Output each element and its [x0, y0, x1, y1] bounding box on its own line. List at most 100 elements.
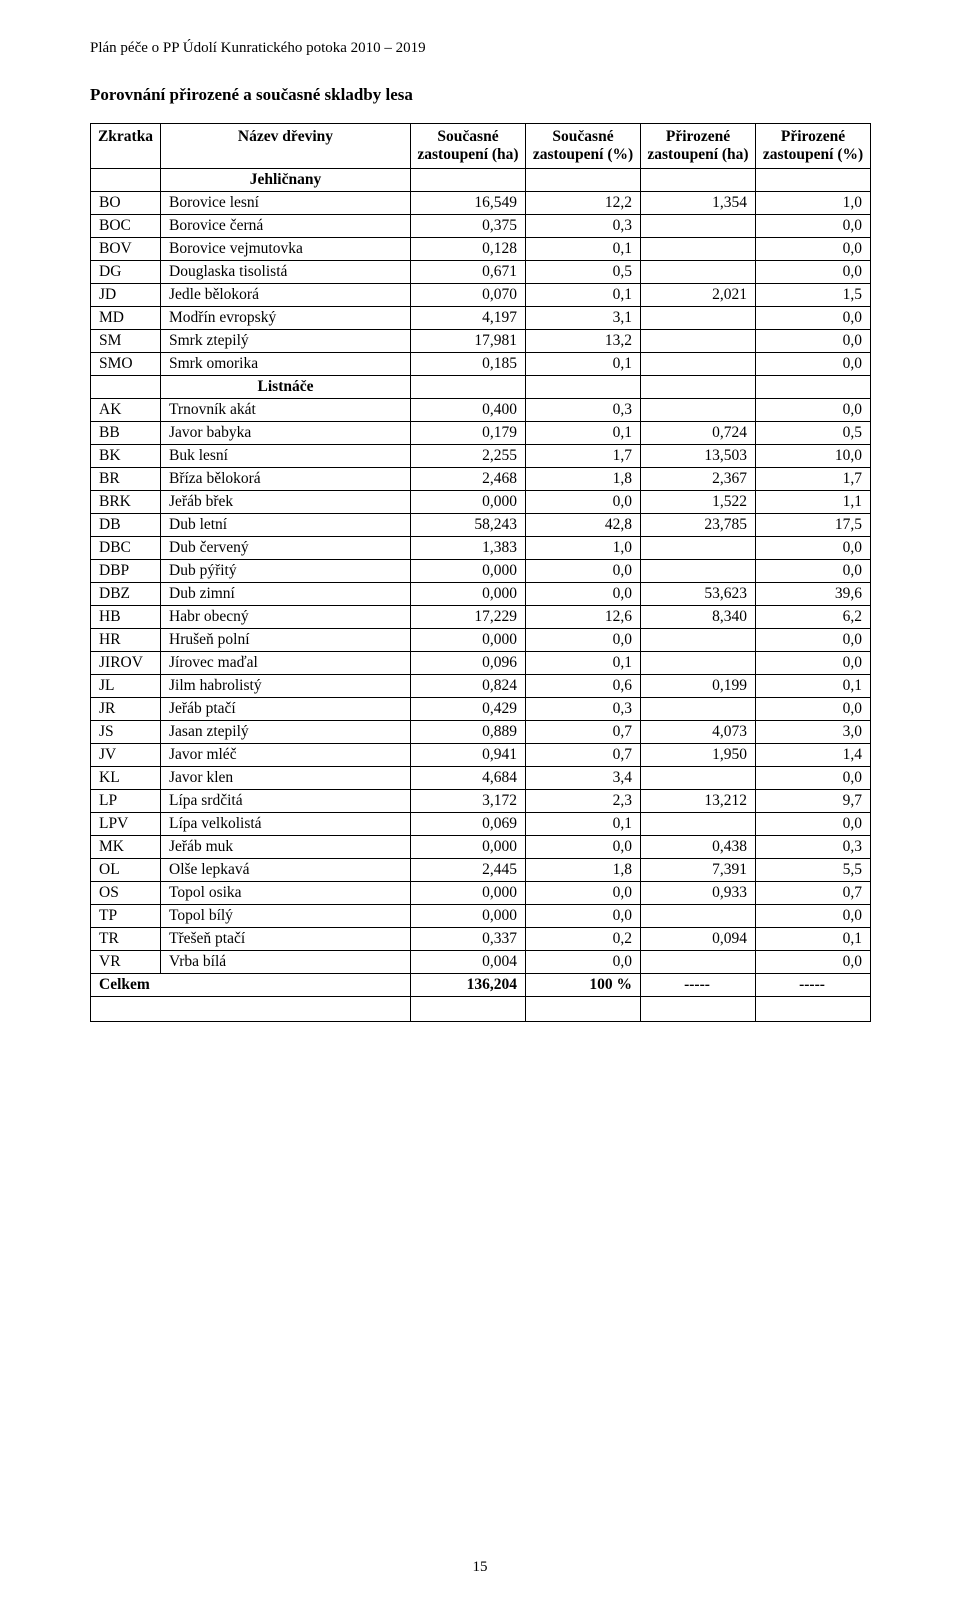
cell-natural-pct: 0,0 — [756, 951, 871, 974]
table-row — [91, 997, 871, 1022]
cell-blank — [756, 169, 871, 192]
cell-current-pct: 0,0 — [526, 491, 641, 514]
cell-blank — [91, 997, 411, 1022]
cell-current-ha: 0,000 — [411, 491, 526, 514]
table-row: MDModřín evropský4,1973,10,0 — [91, 307, 871, 330]
cell-blank — [641, 169, 756, 192]
cell-natural-ha: 1,950 — [641, 744, 756, 767]
cell-natural-pct: 1,1 — [756, 491, 871, 514]
cell-current-pct: 0,3 — [526, 215, 641, 238]
cell-blank — [91, 169, 161, 192]
cell-natural-ha: 0,094 — [641, 928, 756, 951]
table-section-row: Listnáče — [91, 376, 871, 399]
cell-name: Jilm habrolistý — [161, 675, 411, 698]
cell-natural-ha — [641, 629, 756, 652]
cell-current-pct: 0,6 — [526, 675, 641, 698]
cell-code: SM — [91, 330, 161, 353]
cell-natural-pct: 0,0 — [756, 767, 871, 790]
cell-natural-pct: 0,5 — [756, 422, 871, 445]
table-row: MKJeřáb muk0,0000,00,4380,3 — [91, 836, 871, 859]
table-row: LPLípa srdčitá3,1722,313,2129,7 — [91, 790, 871, 813]
cell-code: BK — [91, 445, 161, 468]
cell-name: Jeřáb břek — [161, 491, 411, 514]
cell-blank — [756, 376, 871, 399]
cell-code: MK — [91, 836, 161, 859]
cell-current-ha: 0,941 — [411, 744, 526, 767]
cell-natural-ha — [641, 330, 756, 353]
cell-current-pct: 0,0 — [526, 583, 641, 606]
cell-current-ha: 3,172 — [411, 790, 526, 813]
cell-natural-pct: 17,5 — [756, 514, 871, 537]
cell-name: Hrušeň polní — [161, 629, 411, 652]
cell-blank — [526, 376, 641, 399]
total-natural-ha: ----- — [641, 974, 756, 997]
cell-current-pct: 1,8 — [526, 468, 641, 491]
cell-name: Dub letní — [161, 514, 411, 537]
table-body: JehličnanyBOBorovice lesní16,54912,21,35… — [91, 169, 871, 1022]
table-row: DBZDub zimní0,0000,053,62339,6 — [91, 583, 871, 606]
cell-name: Dub pýřitý — [161, 560, 411, 583]
table-row: JIROVJírovec maďal0,0960,10,0 — [91, 652, 871, 675]
cell-natural-ha — [641, 537, 756, 560]
cell-code: OL — [91, 859, 161, 882]
cell-code: KL — [91, 767, 161, 790]
cell-natural-ha — [641, 215, 756, 238]
cell-natural-pct: 0,0 — [756, 261, 871, 284]
cell-code: JIROV — [91, 652, 161, 675]
cell-current-pct: 0,3 — [526, 698, 641, 721]
cell-natural-ha — [641, 905, 756, 928]
cell-current-ha: 0,000 — [411, 882, 526, 905]
cell-current-ha: 4,197 — [411, 307, 526, 330]
cell-current-ha: 17,981 — [411, 330, 526, 353]
cell-current-ha: 2,445 — [411, 859, 526, 882]
cell-current-pct: 0,0 — [526, 629, 641, 652]
total-label-cell: Celkem — [91, 974, 411, 997]
cell-natural-pct: 39,6 — [756, 583, 871, 606]
cell-code: BB — [91, 422, 161, 445]
cell-natural-pct: 6,2 — [756, 606, 871, 629]
cell-code: BO — [91, 192, 161, 215]
cell-code: HB — [91, 606, 161, 629]
cell-code: BOC — [91, 215, 161, 238]
cell-current-pct: 0,0 — [526, 905, 641, 928]
cell-natural-ha: 4,073 — [641, 721, 756, 744]
cell-name: Olše lepkavá — [161, 859, 411, 882]
table-row: DBPDub pýřitý0,0000,00,0 — [91, 560, 871, 583]
cell-current-pct: 0,0 — [526, 836, 641, 859]
cell-name: Vrba bílá — [161, 951, 411, 974]
cell-code: JD — [91, 284, 161, 307]
cell-current-pct: 0,5 — [526, 261, 641, 284]
cell-name: Jasan ztepilý — [161, 721, 411, 744]
total-current-pct: 100 % — [526, 974, 641, 997]
cell-natural-ha — [641, 307, 756, 330]
cell-natural-pct: 0,0 — [756, 399, 871, 422]
cell-natural-pct: 0,1 — [756, 675, 871, 698]
cell-current-ha: 0,000 — [411, 583, 526, 606]
table-row: JVJavor mléč0,9410,71,9501,4 — [91, 744, 871, 767]
cell-natural-pct: 5,5 — [756, 859, 871, 882]
section-label-cell: Listnáče — [161, 376, 411, 399]
cell-natural-ha: 7,391 — [641, 859, 756, 882]
cell-current-ha: 0,429 — [411, 698, 526, 721]
cell-code: DB — [91, 514, 161, 537]
cell-current-pct: 42,8 — [526, 514, 641, 537]
cell-natural-pct: 0,0 — [756, 307, 871, 330]
cell-name: Borovice vejmutovka — [161, 238, 411, 261]
section-title: Porovnání přirozené a současné skladby l… — [90, 85, 870, 105]
cell-natural-pct: 0,3 — [756, 836, 871, 859]
cell-natural-pct: 0,0 — [756, 537, 871, 560]
cell-current-ha: 0,824 — [411, 675, 526, 698]
cell-natural-pct: 10,0 — [756, 445, 871, 468]
cell-name: Borovice černá — [161, 215, 411, 238]
cell-current-ha: 16,549 — [411, 192, 526, 215]
cell-code: VR — [91, 951, 161, 974]
cell-name: Smrk ztepilý — [161, 330, 411, 353]
table-row: BRBříza bělokorá2,4681,82,3671,7 — [91, 468, 871, 491]
cell-natural-ha — [641, 560, 756, 583]
cell-current-pct: 1,7 — [526, 445, 641, 468]
cell-current-pct: 12,2 — [526, 192, 641, 215]
cell-current-ha: 0,000 — [411, 905, 526, 928]
cell-current-pct: 0,3 — [526, 399, 641, 422]
cell-current-ha: 0,889 — [411, 721, 526, 744]
page: Plán péče o PP Údolí Kunratického potoka… — [0, 0, 960, 1604]
